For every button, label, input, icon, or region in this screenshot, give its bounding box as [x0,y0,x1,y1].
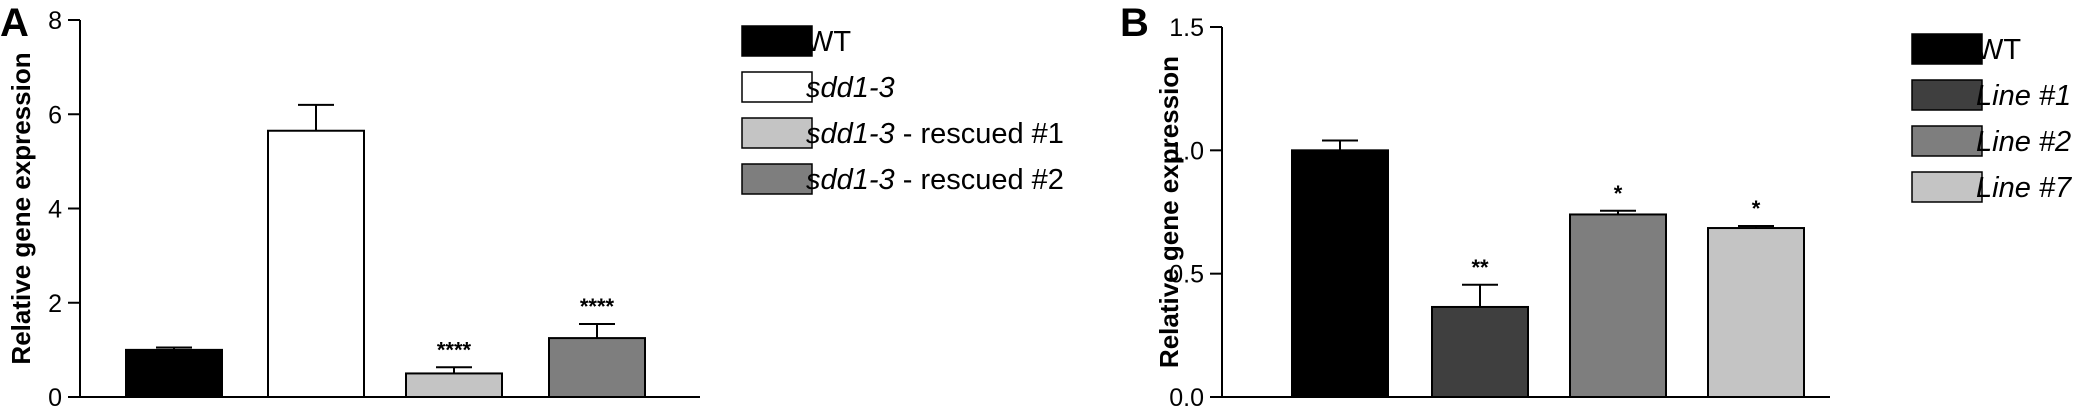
y-tick-label: 1.5 [1169,14,1204,42]
y-tick-label: 2 [48,290,62,318]
legend-label: sdd1-3 - rescued #1 [806,118,1064,150]
legend-label: Line #7 [1976,172,2073,204]
y-tick-label: 0.5 [1169,261,1204,289]
y-tick-label: 0 [48,384,62,412]
legend-label: Line #2 [1976,126,2071,158]
bar [1291,149,1389,398]
significance-label: **** [580,294,615,319]
bar [1431,305,1529,399]
y-tick-label: 4 [48,196,62,224]
chart-panel-a: A Relative gene expression 0 2 4 6 8 **** **** WT… [0,1,1064,412]
bar [548,337,646,398]
y-axis-label: Relative gene expression [1154,56,1184,368]
legend-swatch [741,163,813,195]
legend-swatch [741,71,813,103]
legend-swatch [1911,125,1983,157]
legend-swatch [1911,33,1983,65]
legend-label: Line #1 [1976,80,2071,112]
legend-swatch [741,25,813,57]
significance-label: * [1752,196,1761,221]
panel-letter: B [1120,1,1149,45]
significance-label: **** [437,337,472,362]
significance-label: * [1614,181,1623,206]
y-tick-label: 0.0 [1169,384,1204,412]
bar [1569,213,1667,398]
legend-swatch [741,117,813,149]
y-tick-label: 8 [48,7,62,35]
y-tick-label: 1.0 [1169,137,1204,165]
bar [125,348,223,398]
legend-label: WT [806,26,851,58]
bar [405,372,503,398]
legend-label: sdd1-3 - rescued #2 [806,164,1064,196]
y-axis-label: Relative gene expression [6,52,36,364]
legend-label: sdd1-3 [806,72,895,104]
legend-swatch [1911,79,1983,111]
panel-letter: A [0,1,29,45]
legend-label: WT [1976,34,2021,66]
bar [1707,227,1805,398]
significance-label: ** [1471,255,1489,280]
bar [267,129,365,398]
y-tick-label: 6 [48,101,62,129]
legend-swatch [1911,171,1983,203]
